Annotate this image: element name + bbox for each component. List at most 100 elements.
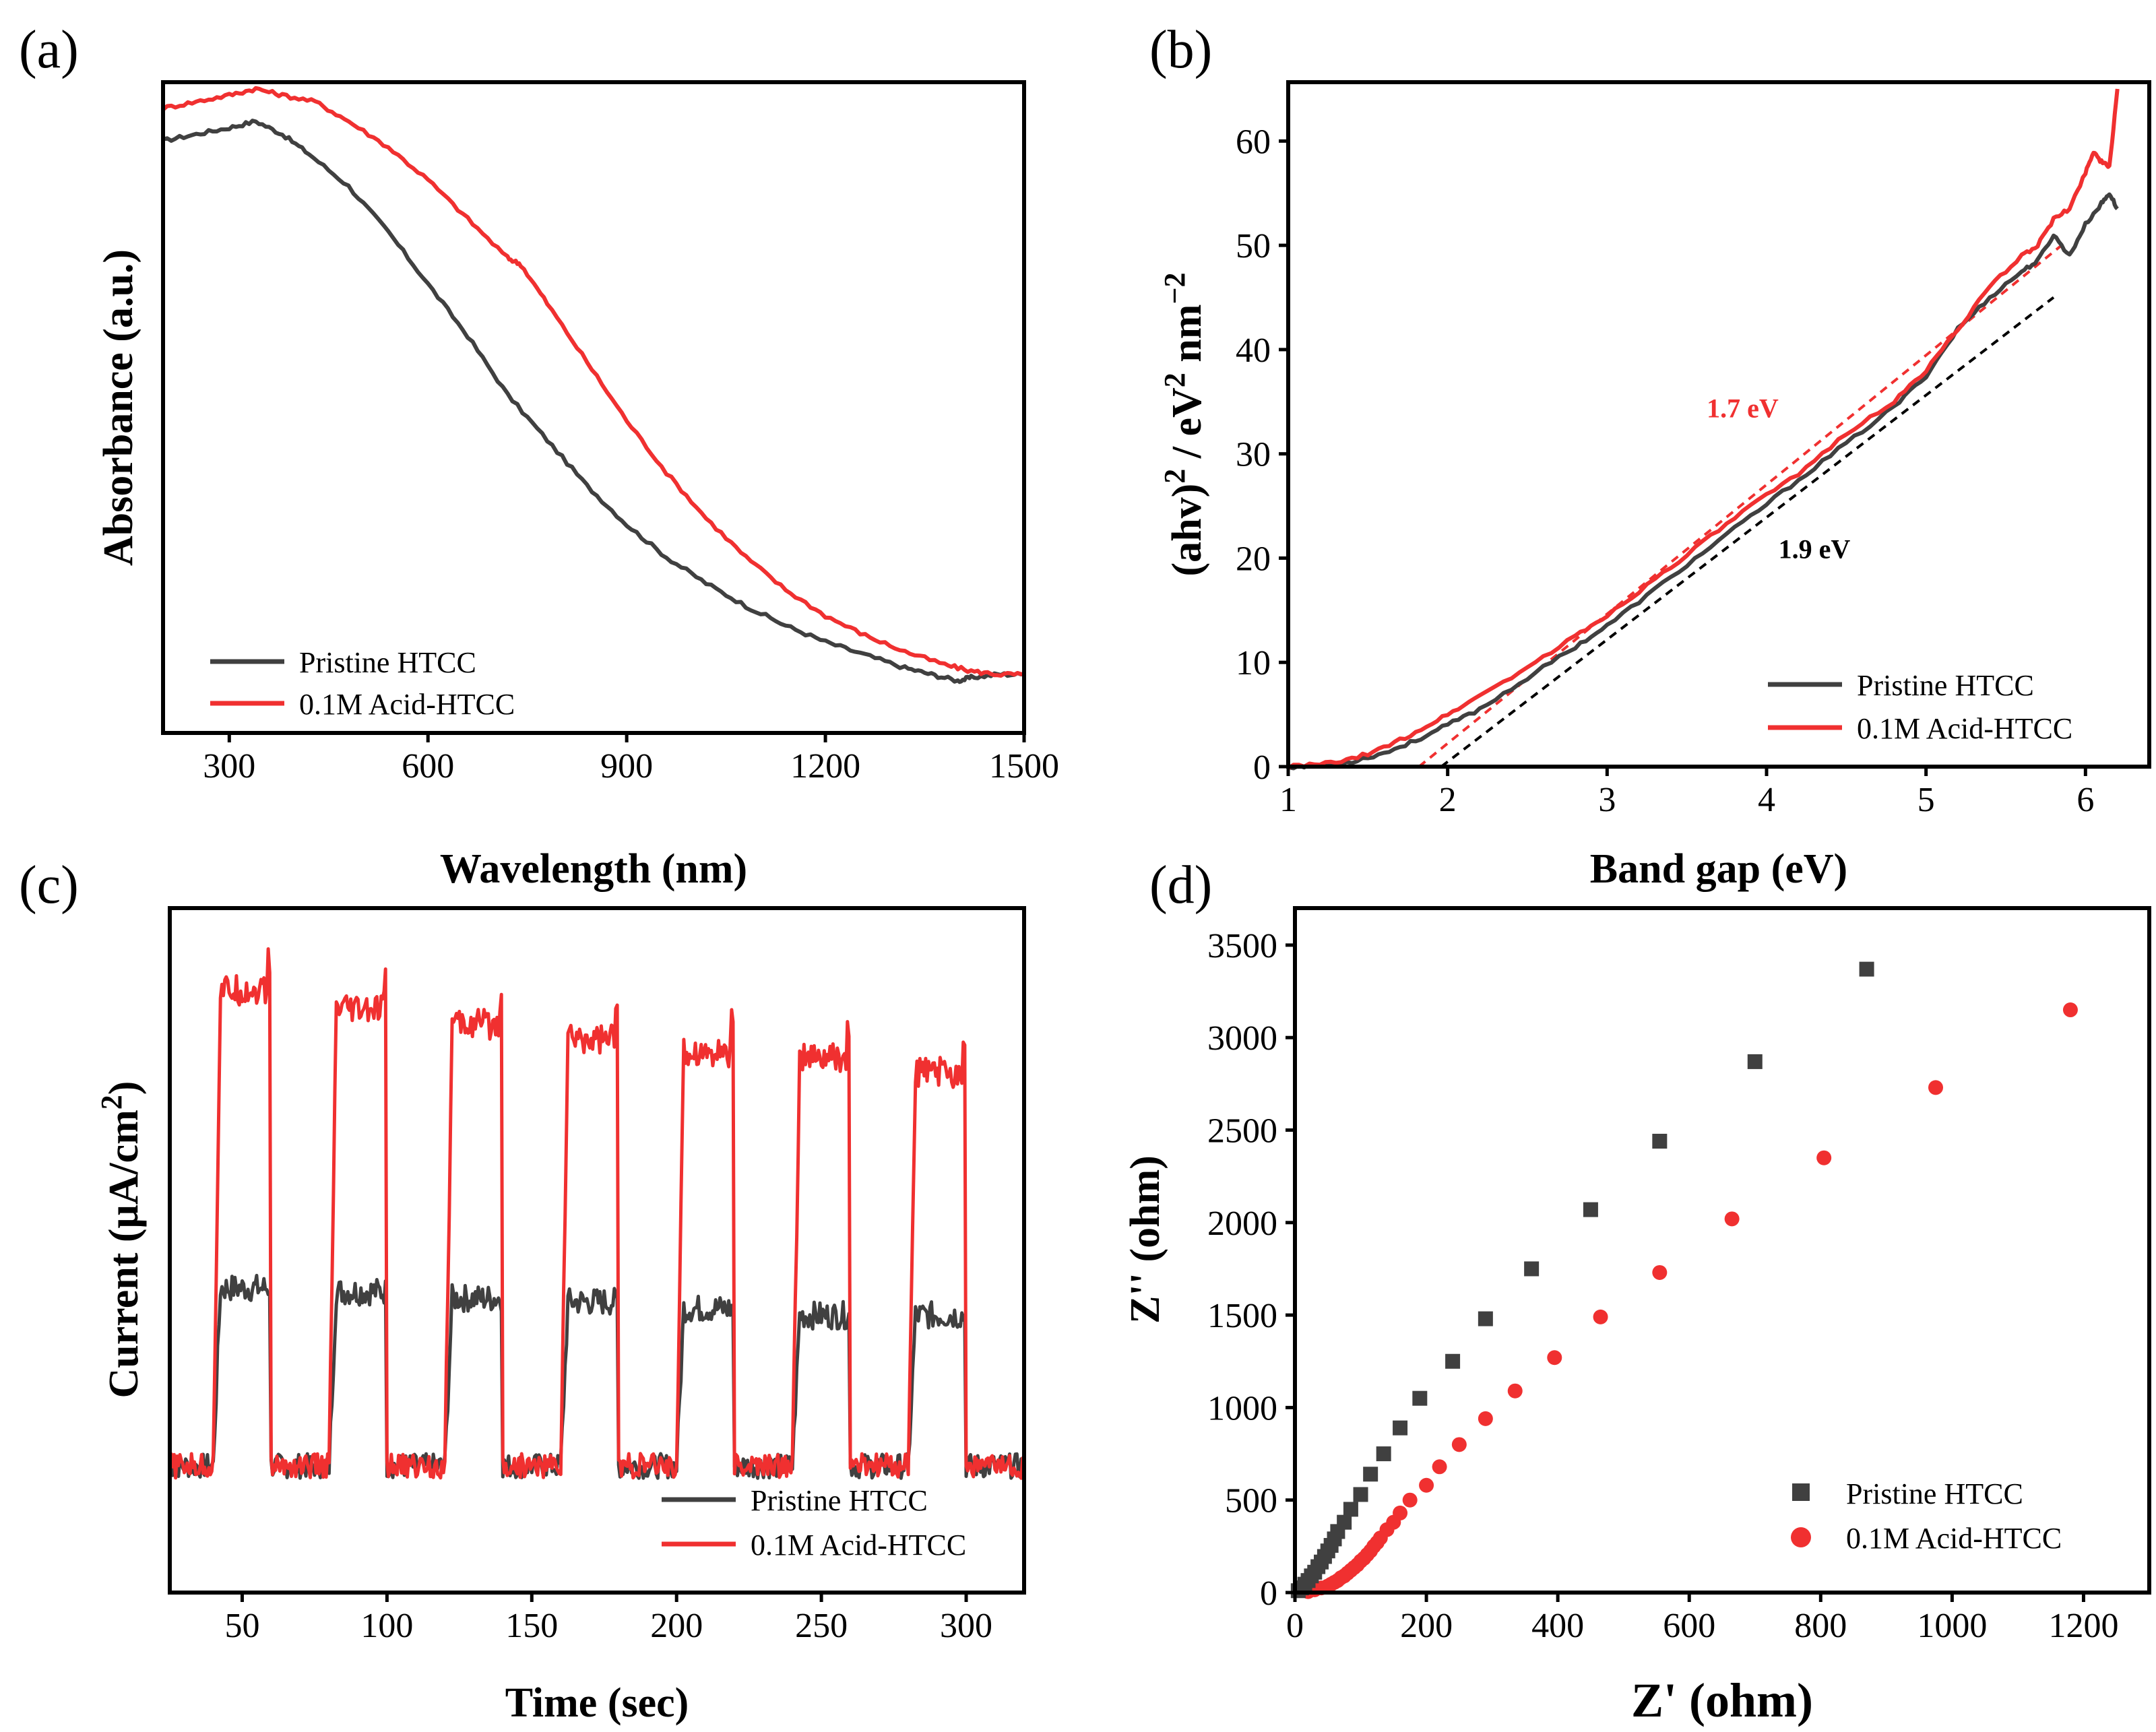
panel-label-b: (b) — [1149, 20, 1212, 79]
chart-b-legend-acid: 0.1M Acid-HTCC — [1857, 712, 2072, 745]
chart-b-y-tick-label: 0 — [1253, 748, 1271, 787]
chart-d: 0 200 400 600 800 1000 1200 0 500 1000 1500 2000 25… — [1122, 906, 2151, 1727]
chart-d-legend-marker-pristine — [1792, 1483, 1810, 1501]
chart-b-y-tick-label: 40 — [1236, 331, 1271, 370]
chart-d-y-ticks: 0 500 1000 1500 2000 2500 3000 3500 — [1207, 927, 1295, 1613]
chart-b-plot-area — [1287, 88, 2120, 771]
chart-d-point-pristine — [1393, 1420, 1408, 1436]
chart-a-legend-pristine: Pristine HTCC — [299, 646, 476, 679]
chart-c-x-tick-label: 250 — [795, 1607, 848, 1645]
chart-c-legend-pristine: Pristine HTCC — [751, 1484, 928, 1517]
chart-b-x-tick-label: 3 — [1598, 781, 1616, 819]
chart-d-point-pristine — [1652, 1133, 1668, 1149]
chart-b-x-tick-label: 1 — [1279, 781, 1297, 819]
chart-b: 1 2 3 4 5 6 0 10 20 30 40 50 60 Band gap (eV) (ahv)… — [1158, 80, 2151, 892]
chart-c-y-label-sup: 2 — [95, 1095, 128, 1110]
chart-d-plot-area — [1290, 961, 2078, 1599]
chart-a-x-tick-label: 1200 — [790, 747, 860, 785]
chart-b-x-tick-label: 2 — [1439, 781, 1457, 819]
chart-d-y-tick-label: 1000 — [1207, 1389, 1277, 1428]
chart-c: 50 100 150 200 250 300 Time (sec) Current (μA… — [95, 906, 1026, 1726]
chart-c-x-tick-label: 300 — [940, 1607, 992, 1645]
chart-d-point-pristine — [1376, 1446, 1391, 1462]
chart-b-y-label-part: / eV — [1164, 387, 1210, 469]
chart-a-y-label: Absorbance (a.u.) — [96, 249, 141, 566]
chart-b-y-label-sup: −2 — [1158, 272, 1191, 304]
chart-b-y-label: (ahv)2 / eV2 nm−2 — [1158, 272, 1210, 576]
chart-d-point-acid — [1432, 1459, 1447, 1475]
chart-d-point-acid — [1547, 1350, 1562, 1366]
panel-label-d: (d) — [1149, 856, 1212, 915]
chart-c-y-label-part: Current (μA/cm — [101, 1110, 147, 1398]
chart-a-x-tick-label: 900 — [600, 747, 653, 785]
chart-d-point-pristine — [1343, 1502, 1358, 1517]
chart-d-point-acid — [1419, 1477, 1434, 1493]
chart-c-legend-acid: 0.1M Acid-HTCC — [751, 1529, 966, 1562]
chart-d-y-tick-label: 2000 — [1207, 1205, 1277, 1243]
chart-d-point-acid — [1816, 1150, 1832, 1165]
chart-d-legend: Pristine HTCC 0.1M Acid-HTCC — [1791, 1477, 2062, 1555]
chart-b-x-tick-label: 4 — [1758, 781, 1775, 819]
chart-a-plot-area — [162, 86, 1025, 684]
chart-d-x-ticks: 0 200 400 600 800 1000 1200 — [1286, 1593, 2118, 1645]
chart-c-series-line — [168, 1273, 1026, 1480]
chart-d-point-acid — [1928, 1080, 1943, 1095]
chart-b-legend-pristine: Pristine HTCC — [1857, 669, 2034, 702]
chart-d-point-pristine — [1353, 1487, 1368, 1502]
chart-a-legend-acid: 0.1M Acid-HTCC — [299, 688, 515, 721]
chart-c-frame — [168, 906, 1026, 1595]
chart-d-point-pristine — [1445, 1353, 1461, 1369]
chart-d-point-pristine — [1859, 961, 1874, 977]
chart-a-series-line — [162, 86, 1025, 678]
chart-d-point-pristine — [1583, 1202, 1598, 1217]
chart-b-series-line — [1287, 88, 2120, 770]
chart-d-x-tick-label: 0 — [1286, 1607, 1304, 1645]
chart-b-fit-line — [1440, 296, 2055, 768]
chart-b-legend: Pristine HTCC 0.1M Acid-HTCC — [1768, 669, 2072, 745]
chart-b-y-tick-label: 50 — [1236, 227, 1271, 265]
chart-b-y-label-sup: 2 — [1158, 373, 1191, 387]
chart-d-y-label: Z'' (ohm) — [1122, 1155, 1168, 1324]
chart-d-point-acid — [1451, 1437, 1467, 1452]
chart-b-x-tick-label: 5 — [1917, 781, 1935, 819]
chart-d-y-tick-label: 500 — [1225, 1482, 1277, 1520]
chart-d-x-tick-label: 400 — [1531, 1607, 1584, 1645]
chart-c-legend: Pristine HTCC 0.1M Acid-HTCC — [662, 1484, 966, 1562]
panel-label-a: (a) — [19, 20, 79, 79]
chart-d-point-pristine — [1747, 1054, 1763, 1069]
chart-b-y-ticks: 0 10 20 30 40 50 60 — [1236, 123, 1288, 787]
panel-label-c: (c) — [19, 856, 79, 915]
chart-a-series-line — [162, 119, 1025, 684]
chart-d-frame — [1293, 906, 2151, 1595]
chart-b-fit-line — [1418, 244, 2063, 768]
chart-d-point-acid — [1393, 1505, 1408, 1520]
chart-d-legend-pristine: Pristine HTCC — [1846, 1477, 2023, 1510]
chart-b-frame — [1286, 80, 2151, 769]
chart-b-y-tick-label: 30 — [1236, 436, 1271, 474]
chart-d-x-tick-label: 1000 — [1917, 1607, 1987, 1645]
chart-d-y-tick-label: 2500 — [1207, 1112, 1277, 1151]
chart-d-x-tick-label: 200 — [1400, 1607, 1453, 1645]
chart-d-point-pristine — [1363, 1467, 1378, 1482]
chart-b-annotation-1-7ev: 1.7 eV — [1707, 393, 1779, 424]
chart-d-x-tick-label: 800 — [1794, 1607, 1847, 1645]
chart-c-plot-area — [168, 947, 1026, 1480]
chart-d-point-pristine — [1524, 1261, 1540, 1277]
chart-b-y-tick-label: 60 — [1236, 123, 1271, 161]
chart-b-y-tick-label: 10 — [1236, 644, 1271, 682]
chart-b-series-line — [1288, 192, 2119, 771]
chart-d-legend-marker-acid — [1791, 1527, 1811, 1547]
chart-a-x-ticks: 300 600 900 1200 1500 — [203, 733, 1059, 785]
chart-d-legend-acid: 0.1M Acid-HTCC — [1846, 1522, 2062, 1555]
chart-b-y-tick-label: 20 — [1236, 540, 1271, 578]
chart-a-x-label: Wavelength (nm) — [440, 846, 747, 892]
chart-c-x-tick-label: 50 — [224, 1607, 259, 1645]
chart-a-legend: Pristine HTCC 0.1M Acid-HTCC — [210, 646, 515, 721]
chart-d-x-tick-label: 1200 — [2048, 1607, 2118, 1645]
chart-d-y-tick-label: 3500 — [1207, 927, 1277, 965]
chart-c-y-label-part: ) — [101, 1081, 147, 1095]
chart-c-y-label: Current (μA/cm2) — [95, 1081, 147, 1399]
chart-b-x-ticks: 1 2 3 4 5 6 — [1279, 767, 2094, 819]
chart-b-y-label-part: nm — [1164, 304, 1210, 373]
